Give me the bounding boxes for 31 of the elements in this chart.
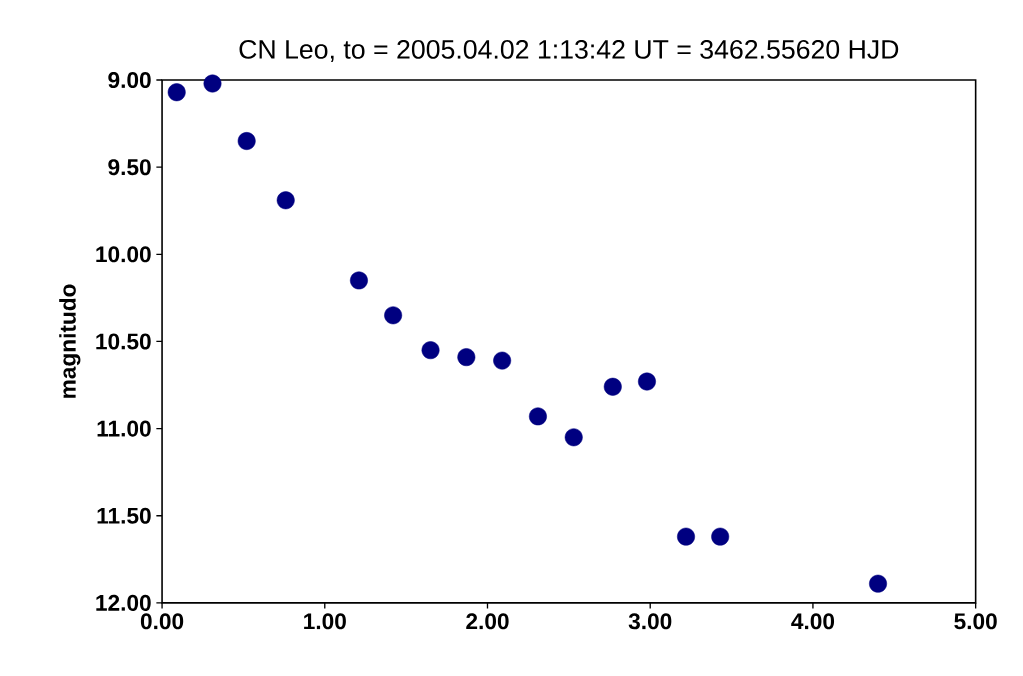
x-tick-label: 0.00 <box>140 613 184 630</box>
y-tick-label: 9.50 <box>108 159 151 176</box>
point <box>529 407 547 426</box>
point <box>711 527 730 546</box>
y-tick-label: 9.00 <box>108 71 151 88</box>
point <box>384 306 403 325</box>
point <box>237 131 256 150</box>
y-tick-label: 11.00 <box>97 420 151 437</box>
y-tick-label: 11.50 <box>97 507 151 524</box>
x-tick-label: 4.00 <box>791 613 835 630</box>
point <box>603 377 622 396</box>
x-tick-label: 3.00 <box>628 613 672 630</box>
point <box>350 271 368 290</box>
x-tick-label: 1.00 <box>304 613 346 630</box>
point <box>677 527 695 546</box>
point <box>493 351 512 370</box>
point <box>564 428 583 447</box>
point <box>167 83 186 102</box>
x-tick-label: 5.00 <box>954 613 997 630</box>
y-axis-title: magnitudo <box>59 284 81 398</box>
y-tick-label: 10.00 <box>96 246 151 263</box>
y-tick-label: 10.50 <box>96 333 151 350</box>
point <box>421 341 440 359</box>
point <box>457 348 476 366</box>
x-tick-label: 2.00 <box>466 613 509 630</box>
point <box>869 574 887 593</box>
point <box>276 191 295 210</box>
chart-title: CN Leo, to = 2005.04.02 1:13:42 UT = 3462.55620 HJD <box>239 39 899 62</box>
point <box>203 74 222 93</box>
point <box>638 372 656 391</box>
y-tick-label: 12.00 <box>96 594 151 611</box>
